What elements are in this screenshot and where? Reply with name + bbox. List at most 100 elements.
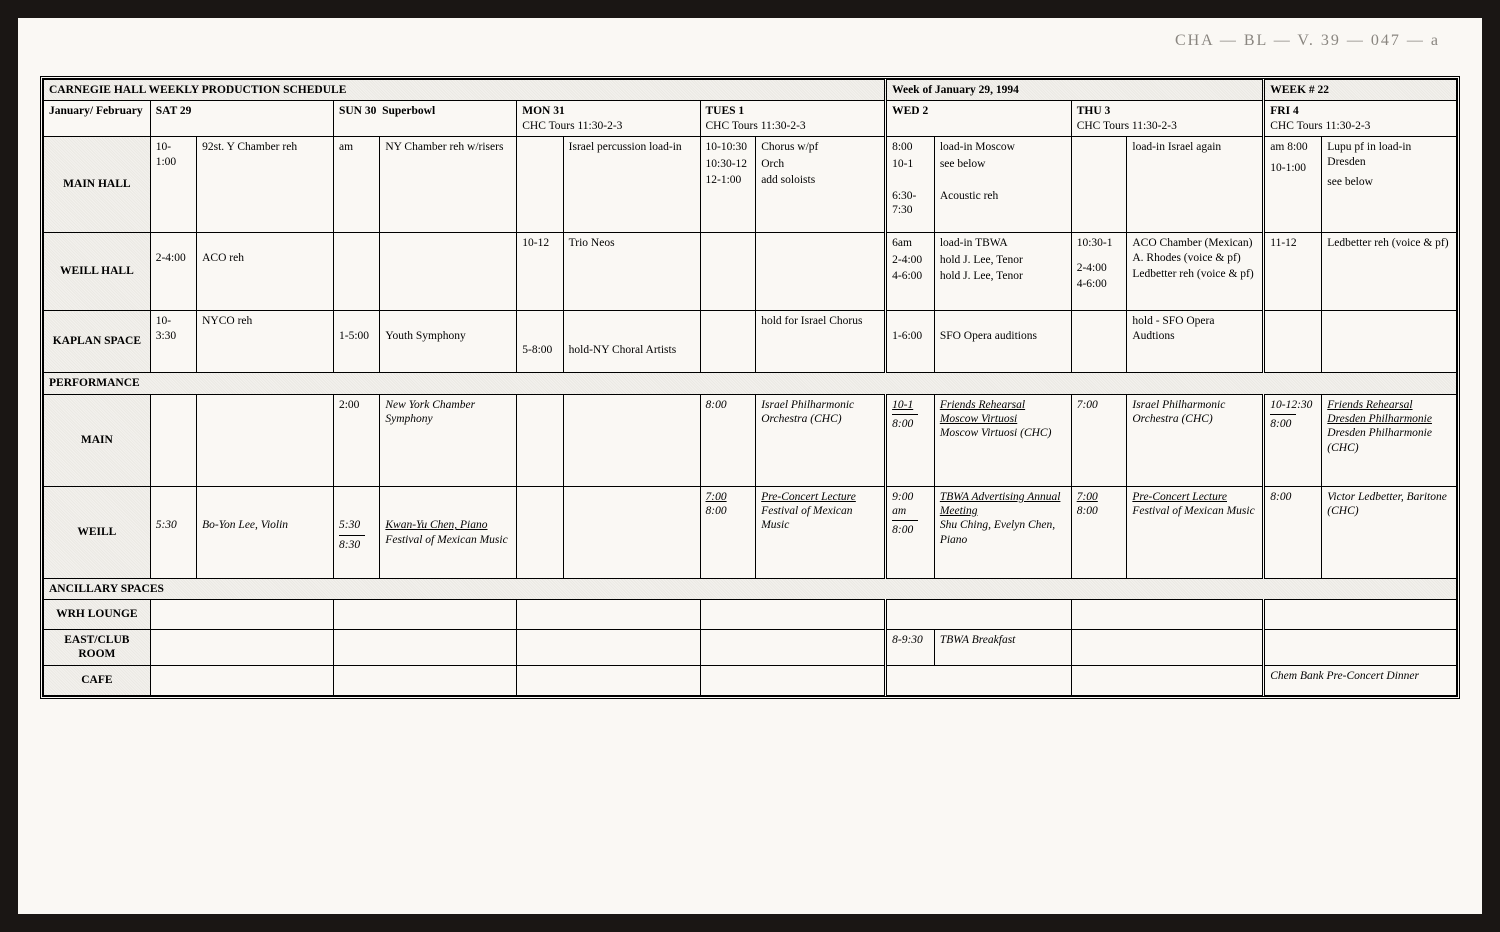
cell: [1071, 665, 1264, 695]
time: 8:00: [706, 505, 727, 517]
divider: [892, 414, 918, 415]
time: 2-4:00: [156, 252, 186, 264]
cell: [886, 665, 1072, 695]
row-perf-main: MAIN 2:00 New York Chamber Symphony 8:00…: [44, 394, 1457, 486]
day-label: THU 3: [1077, 104, 1258, 118]
event: ACO Chamber (Mexican) A. Rhodes (voice &…: [1132, 236, 1257, 265]
cell-event: Friends Rehearsal Dresden Philharmonie D…: [1322, 394, 1457, 486]
event: see below: [1327, 175, 1451, 189]
cell-event: load-in TBWA hold J. Lee, Tenor hold J. …: [934, 233, 1071, 311]
cell-time: 9:00 am 8:00: [886, 486, 935, 578]
day-sub: CHC Tours 11:30-2-3: [1270, 119, 1451, 133]
cell-event: Israel Philharmonic Orchestra (CHC): [756, 394, 886, 486]
cell-time: [517, 394, 563, 486]
event: Bo-Yon Lee, Violin: [202, 519, 288, 531]
event: load-in Moscow: [940, 140, 1066, 154]
event: Acoustic reh: [940, 189, 1066, 203]
cell-time: 10-1:00: [150, 137, 196, 233]
time: 5:30: [156, 519, 177, 531]
section-label: PERFORMANCE: [44, 373, 1457, 394]
time: am 8:00: [1270, 140, 1316, 154]
event: Ledbetter reh (voice & pf): [1132, 267, 1257, 281]
cell-time: 7:00 8:00: [1071, 486, 1127, 578]
day-label: WED 2: [892, 104, 1066, 118]
event: Youth Symphony: [385, 330, 465, 342]
rowlabel-weill-hall: WEILL HALL: [44, 233, 151, 311]
row-wrh: WRH LOUNGE: [44, 599, 1457, 629]
event: Friends Rehearsal Moscow Virtuosi: [940, 399, 1025, 425]
cell-time: 5:30: [150, 486, 196, 578]
time: 2-4:00: [1077, 261, 1122, 275]
title-row: CARNEGIE HALL WEEKLY PRODUCTION SCHEDULE…: [44, 80, 1457, 101]
cell-event: [563, 486, 700, 578]
time: 8:30: [339, 539, 360, 551]
cell-event: TBWA Advertising Annual Meeting Shu Chin…: [934, 486, 1071, 578]
rowlabel-perf-main: MAIN: [44, 394, 151, 486]
title-main: CARNEGIE HALL WEEKLY PRODUCTION SCHEDULE: [44, 80, 886, 101]
time: 9:00 am: [892, 491, 913, 517]
cell-event: hold - SFO Opera Audtions: [1127, 311, 1264, 373]
cell-event: Ledbetter reh (voice & pf): [1322, 233, 1457, 311]
hdr-thu: THU 3 CHC Tours 11:30-2-3: [1071, 101, 1264, 137]
cell-time: [1071, 311, 1127, 373]
time: 10:30-12: [706, 157, 751, 171]
cell-time: 10-12:30 8:00: [1264, 394, 1322, 486]
cell-event: [1322, 311, 1457, 373]
document-page: CHA — BL — V. 39 — 047 — a CARNEGIE HALL…: [18, 18, 1482, 914]
cell: [1264, 629, 1457, 665]
cell-time: 10-3:30: [150, 311, 196, 373]
cell-event: Trio Neos: [563, 233, 700, 311]
row-cafe: CAFE Chem Bank Pre-Concert Dinner: [44, 665, 1457, 695]
cell-time: 5-8:00: [517, 311, 563, 373]
cell-time: 1-5:00: [333, 311, 379, 373]
event: SFO Opera auditions: [940, 330, 1037, 342]
event: Kwan-Yu Chen, Piano: [385, 519, 487, 531]
day-label: FRI 4: [1270, 104, 1451, 118]
hdr-mon: MON 31 CHC Tours 11:30-2-3: [517, 101, 700, 137]
cell-event: ACO reh: [197, 233, 334, 311]
time: 7:00: [1077, 491, 1098, 503]
event: Lupu pf in load-in Dresden: [1327, 140, 1451, 169]
title-week: Week of January 29, 1994: [886, 80, 1264, 101]
cell: [150, 629, 333, 665]
cell-event: NYCO reh: [197, 311, 334, 373]
hdr-tue: TUES 1 CHC Tours 11:30-2-3: [700, 101, 886, 137]
cell: [333, 665, 516, 695]
event: Moscow Virtuosi (CHC): [940, 427, 1052, 439]
time: 8:00: [892, 418, 913, 430]
event: Dresden Philharmonie (CHC): [1327, 427, 1432, 453]
time: 6:30-7:30: [892, 189, 929, 218]
cell-event: Friends Rehearsal Moscow Virtuosi Moscow…: [934, 394, 1071, 486]
time: 8:00: [892, 140, 929, 154]
cell-event: Lupu pf in load-in Dresden see below: [1322, 137, 1457, 233]
event: Pre-Concert Lecture: [1132, 491, 1227, 503]
time: 8:00: [892, 524, 913, 536]
rowlabel-cafe: CAFE: [44, 665, 151, 695]
day-sub: Superbowl: [382, 105, 435, 117]
cell-time: 2:00: [333, 394, 379, 486]
event: Orch: [761, 157, 879, 171]
cell: [1071, 629, 1264, 665]
divider: [892, 520, 918, 521]
cell-time: [517, 486, 563, 578]
cell-time: [700, 311, 756, 373]
cell: [886, 599, 1072, 629]
cell-time: 2-4:00: [150, 233, 196, 311]
cell-time: 8:00: [1264, 486, 1322, 578]
divider: [339, 535, 365, 536]
day-label: MON 31: [522, 104, 694, 118]
cell-event: Victor Ledbetter, Baritone (CHC): [1322, 486, 1457, 578]
event: see below: [940, 157, 1066, 171]
rowlabel-kaplan: KAPLAN SPACE: [44, 311, 151, 373]
event: Friends Rehearsal Dresden Philharmonie: [1327, 399, 1432, 425]
rowlabel-east: EAST/CLUB ROOM: [44, 629, 151, 665]
cell-time: 8-9:30: [886, 629, 935, 665]
cell-event: Chem Bank Pre-Concert Dinner: [1264, 665, 1457, 695]
time: 2-4:00: [892, 253, 929, 267]
cell-event: load-in Israel again: [1127, 137, 1264, 233]
cell-time: [517, 137, 563, 233]
cell-time: 1-6:00: [886, 311, 935, 373]
cell-event: New York Chamber Symphony: [380, 394, 517, 486]
row-weill-hall: WEILL HALL 2-4:00 ACO reh 10-12 Trio Neo…: [44, 233, 1457, 311]
schedule-table: CARNEGIE HALL WEEKLY PRODUCTION SCHEDULE…: [43, 79, 1457, 696]
